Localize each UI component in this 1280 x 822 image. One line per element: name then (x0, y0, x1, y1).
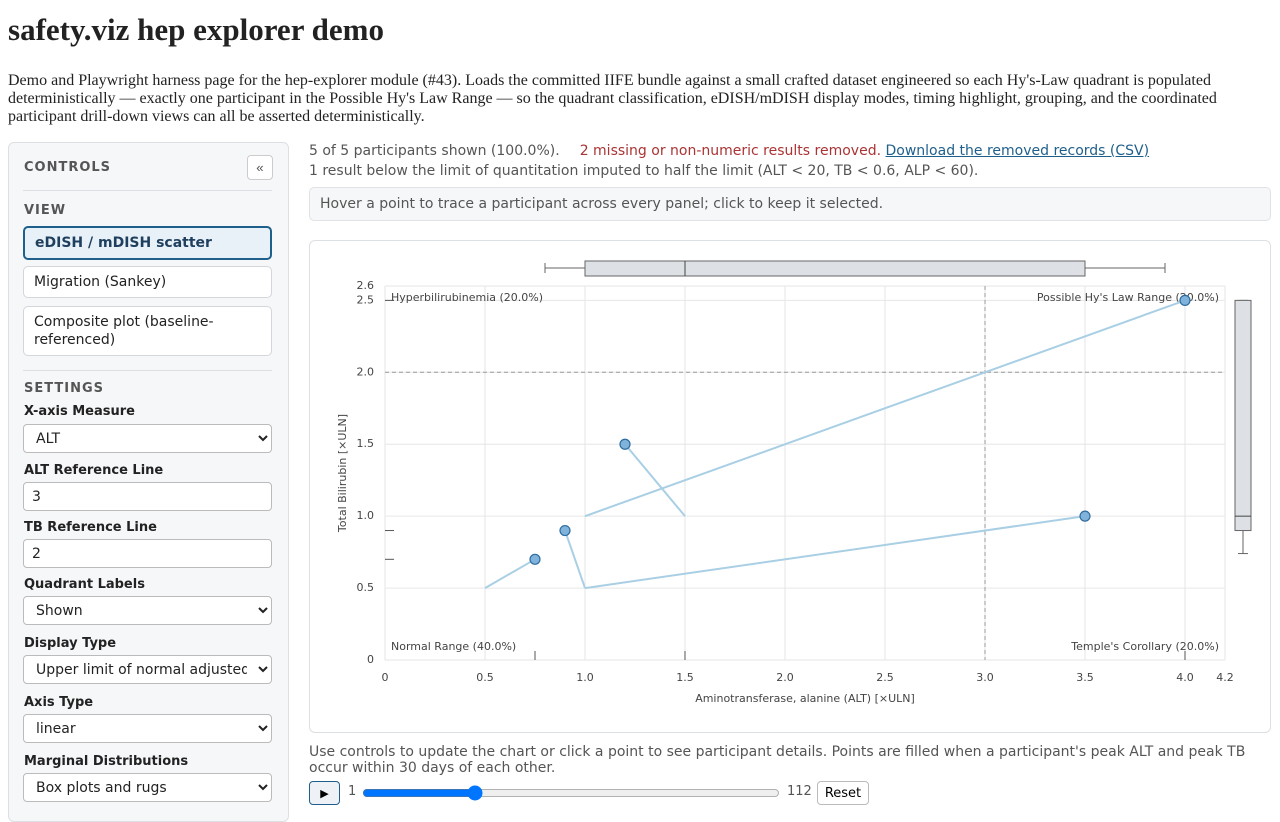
point[interactable] (1079, 510, 1091, 522)
separator (23, 190, 272, 191)
separator (23, 370, 272, 371)
page-title: safety.viz hep explorer demo (8, 12, 384, 47)
removed-note: 2 missing or non-numeric results removed… (579, 143, 882, 159)
point[interactable] (559, 524, 571, 537)
page: safety.viz hep explorer demo Demo and Pl… (8, 12, 1271, 822)
select[interactable]: ALT (23, 424, 272, 453)
y-axis-label: Total Bilirubin [×ULN] (336, 414, 349, 533)
caption: Use controls to update the chart or clic… (309, 744, 1246, 776)
setting-label: Marginal Distributions (24, 754, 189, 769)
trajectory (624, 443, 686, 517)
quadrant-label: Temple's Corollary (20.0%) (1070, 640, 1219, 653)
chart: 0 0.5 1.0 1.5 2.0 2.5 3.0 3.5 4.0 4.2 0 0.5 1.0 1.5 2.… (336, 260, 1252, 705)
quadrant-label: Hyperbilirubinemia (20.0%) (391, 291, 543, 304)
quadrant-label: Possible Hy's Law Range (20.0%) (1037, 291, 1219, 304)
setting-label: Axis Type (24, 695, 94, 710)
select[interactable]: Shown (23, 596, 272, 625)
x-axis-label: Aminotransferase, alanine (ALT) [×ULN] (695, 692, 915, 705)
imputed-note: 1 result below the limit of quantitation… (309, 163, 979, 179)
y-tick-label: 1.5 (357, 437, 375, 450)
chart-frame (309, 240, 1271, 733)
setting-label: TB Reference Line (24, 520, 157, 535)
download-link[interactable]: Download the removed records (CSV) (885, 143, 1150, 159)
setting-label: Quadrant Labels (24, 577, 145, 592)
view-heading: VIEW (24, 203, 67, 218)
y-tick-label: 0 (367, 653, 374, 666)
select[interactable]: Box plots and rugs (23, 773, 272, 802)
time-slider[interactable] (362, 781, 780, 805)
trajectory (584, 299, 1186, 518)
x-tick-label: 3.0 (976, 671, 994, 684)
point[interactable] (529, 553, 541, 565)
hint-box: Hover a point to trace a participant acr… (309, 187, 1271, 221)
select[interactable]: linear (23, 714, 272, 743)
y-tick-label: 1.0 (357, 509, 375, 522)
x-tick-label: 4.2 (1216, 671, 1234, 684)
text-input[interactable] (23, 482, 272, 511)
view-button[interactable]: eDISH / mDISH scatter (23, 226, 272, 260)
point[interactable] (619, 438, 631, 450)
controls-heading: CONTROLS (24, 160, 112, 175)
box (584, 260, 1086, 277)
x-tick-label: 0.5 (476, 671, 494, 684)
status-line: 5 of 5 participants shown (100.0%). 2 mis… (309, 143, 1149, 159)
x-tick-label: 1.5 (676, 671, 694, 684)
x-tick-label: 2.5 (876, 671, 894, 684)
x-tick-label: 2.0 (776, 671, 794, 684)
settings-heading: SETTINGS (24, 381, 105, 396)
view-button[interactable]: Composite plot (baseline-referenced) (23, 306, 272, 356)
box (1234, 299, 1252, 532)
point[interactable] (1179, 294, 1191, 306)
shown-count: 5 of 5 participants shown (100.0%). (309, 143, 560, 159)
trajectory (484, 558, 536, 589)
text-input[interactable] (23, 539, 272, 568)
trajectory (584, 515, 1086, 590)
y-tick-label: 0.5 (357, 581, 375, 594)
setting-label: X-axis Measure (24, 404, 135, 419)
x-tick-label: 1.0 (576, 671, 594, 684)
setting-label: Display Type (24, 636, 117, 651)
y-tick-label: 2.5 (357, 293, 375, 306)
y-tick-label: 2.6 (357, 279, 375, 292)
y-tick-label: 2.0 (357, 365, 375, 378)
collapse-button[interactable]: « (247, 155, 273, 180)
x-tick-label: 4.0 (1176, 671, 1194, 684)
slider-max: 112 (787, 784, 812, 799)
play-button[interactable]: ▶ (309, 781, 340, 805)
description: Demo and Playwright harness page for the… (8, 72, 1217, 125)
x-tick-label: 3.5 (1076, 671, 1094, 684)
slider-min: 1 (348, 784, 357, 799)
setting-label: ALT Reference Line (24, 463, 164, 478)
x-tick-label: 0 (382, 671, 389, 684)
trajectory (564, 530, 586, 589)
select[interactable]: Upper limit of normal adjusted (eDISH) (23, 655, 272, 684)
reset-button[interactable]: Reset (817, 781, 869, 805)
quadrant-label: Normal Range (40.0%) (391, 640, 516, 653)
view-button[interactable]: Migration (Sankey) (23, 266, 272, 298)
